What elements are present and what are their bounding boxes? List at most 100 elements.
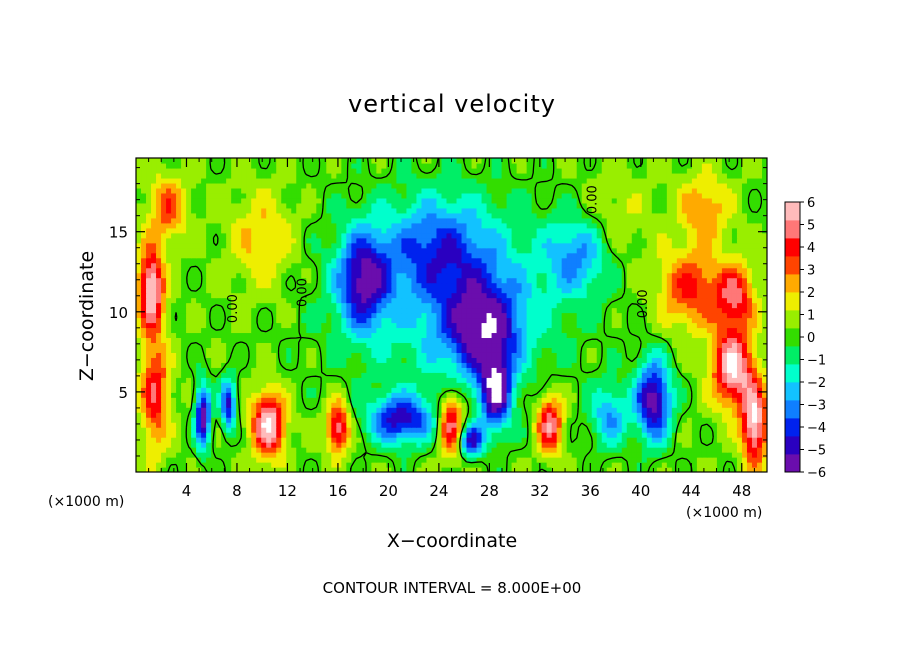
field-cell bbox=[651, 467, 658, 472]
field-cell bbox=[596, 407, 603, 413]
field-cell bbox=[476, 397, 483, 403]
field-cell bbox=[346, 447, 352, 453]
field-cell bbox=[721, 417, 728, 423]
field-cell bbox=[316, 382, 322, 388]
field-cell bbox=[316, 332, 322, 339]
field-cell bbox=[346, 277, 352, 284]
field-cell bbox=[491, 307, 498, 314]
field-cell bbox=[496, 347, 503, 353]
field-cell bbox=[521, 302, 528, 309]
field-cell bbox=[156, 407, 162, 413]
field-cell bbox=[261, 437, 267, 443]
field-cell bbox=[341, 307, 347, 314]
field-cell bbox=[601, 427, 608, 433]
field-cell bbox=[361, 272, 367, 279]
field-cell bbox=[226, 452, 232, 458]
field-cell bbox=[696, 332, 703, 339]
field-cell bbox=[241, 427, 247, 433]
field-cell bbox=[381, 392, 387, 398]
field-cell bbox=[246, 412, 252, 418]
field-cell bbox=[396, 332, 403, 339]
field-cell bbox=[516, 302, 523, 309]
field-cell bbox=[616, 277, 623, 284]
field-cell bbox=[256, 457, 262, 463]
field-cell bbox=[661, 387, 668, 393]
field-cell bbox=[406, 457, 413, 463]
field-cell bbox=[476, 412, 483, 418]
field-cell bbox=[726, 402, 733, 408]
field-cell bbox=[546, 332, 553, 339]
field-cell bbox=[546, 417, 553, 423]
field-cell bbox=[296, 387, 302, 393]
field-cell bbox=[386, 367, 393, 373]
field-cell bbox=[736, 392, 743, 398]
field-cell bbox=[586, 452, 593, 458]
field-cell bbox=[371, 342, 377, 348]
field-cell bbox=[446, 352, 453, 358]
field-cell bbox=[621, 467, 628, 472]
field-cell bbox=[326, 402, 332, 408]
field-cell bbox=[196, 407, 202, 413]
field-cell bbox=[621, 397, 628, 403]
field-cell bbox=[181, 467, 187, 472]
field-cell bbox=[196, 442, 202, 448]
field-cell bbox=[566, 372, 573, 378]
field-cell bbox=[731, 442, 738, 448]
field-cell bbox=[581, 357, 588, 363]
field-cell bbox=[751, 327, 758, 334]
field-cell bbox=[396, 357, 403, 363]
field-cell bbox=[691, 317, 698, 324]
field-cell bbox=[326, 282, 332, 289]
field-cell bbox=[721, 352, 728, 358]
field-cell bbox=[161, 322, 167, 329]
field-cell bbox=[541, 297, 548, 304]
field-cell bbox=[281, 317, 287, 324]
field-cell bbox=[406, 342, 413, 348]
field-cell bbox=[631, 402, 638, 408]
field-cell bbox=[226, 362, 232, 368]
field-cell bbox=[191, 317, 197, 324]
field-cell bbox=[671, 372, 678, 378]
field-cell bbox=[486, 362, 493, 368]
field-cell bbox=[176, 412, 182, 418]
field-cell bbox=[446, 447, 453, 453]
field-cell bbox=[186, 442, 192, 448]
field-cell bbox=[711, 287, 718, 294]
field-cell bbox=[656, 287, 663, 294]
field-cell bbox=[176, 297, 182, 304]
field-cell bbox=[236, 427, 242, 433]
field-cell bbox=[416, 427, 423, 433]
field-cell bbox=[656, 452, 663, 458]
field-cell bbox=[616, 382, 623, 388]
field-cell bbox=[286, 437, 292, 443]
field-cell bbox=[426, 442, 433, 448]
field-cell bbox=[586, 382, 593, 388]
field-cell bbox=[601, 462, 608, 468]
field-cell bbox=[626, 337, 633, 344]
field-cell bbox=[746, 337, 753, 344]
field-cell bbox=[656, 307, 663, 314]
field-cell bbox=[696, 302, 703, 309]
field-cell bbox=[426, 457, 433, 463]
field-cell bbox=[611, 352, 618, 358]
field-cell bbox=[581, 337, 588, 344]
field-cell bbox=[476, 447, 483, 453]
field-cell bbox=[191, 447, 197, 453]
field-cell bbox=[676, 357, 683, 363]
field-cell bbox=[266, 317, 272, 324]
field-cell bbox=[371, 427, 377, 433]
field-cell bbox=[256, 452, 262, 458]
field-cell bbox=[606, 292, 613, 299]
field-cell bbox=[351, 392, 357, 398]
field-cell bbox=[181, 447, 187, 453]
field-cell bbox=[581, 462, 588, 468]
field-cell bbox=[426, 462, 433, 468]
field-cell bbox=[616, 322, 623, 329]
field-cell bbox=[741, 357, 748, 363]
field-cell bbox=[211, 407, 217, 413]
field-cell bbox=[456, 292, 463, 299]
field-cell bbox=[441, 342, 448, 348]
field-cell bbox=[306, 407, 312, 413]
field-cell bbox=[241, 302, 247, 309]
field-cell bbox=[221, 457, 227, 463]
